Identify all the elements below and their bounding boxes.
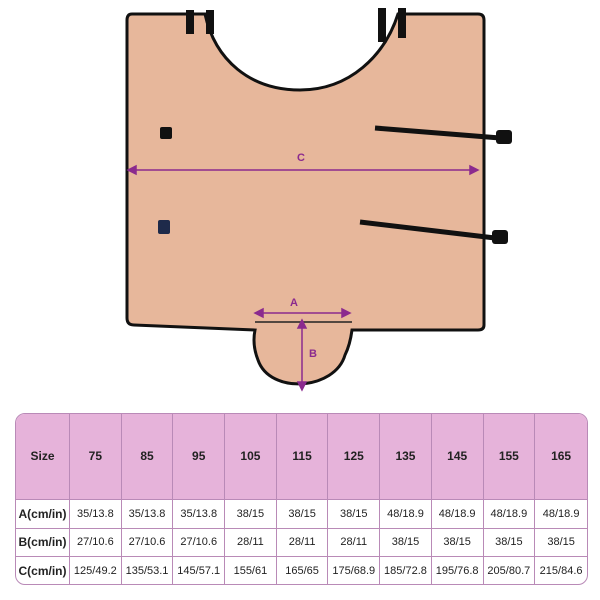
table-cell: 145/57.1 <box>173 557 226 584</box>
table-row: A(cm/in) 35/13.8 35/13.8 35/13.8 38/15 38/15 3… <box>16 499 587 529</box>
header-cell: Size <box>16 414 70 500</box>
table-cell: 38/15 <box>535 529 587 558</box>
table-cell: 35/13.8 <box>173 499 226 529</box>
table-cell: 175/68.9 <box>328 557 381 584</box>
table-cell: 135/53.1 <box>122 557 174 584</box>
table-cell: 28/11 <box>328 528 381 558</box>
row-label: C(cm/in) <box>16 557 70 584</box>
buckle-icon <box>158 8 406 234</box>
table-cell: 28/11 <box>225 528 277 558</box>
table-cell: 195/76.8 <box>432 557 484 584</box>
table-cell: 48/18.9 <box>380 499 432 529</box>
header-cell: 125 <box>328 414 381 500</box>
row-label: B(cm/in) <box>16 528 70 558</box>
header-cell: 135 <box>380 414 432 500</box>
table-cell: 48/18.9 <box>483 499 536 529</box>
rug-body <box>125 12 486 386</box>
header-cell: 95 <box>173 414 226 500</box>
row-label: A(cm/in) <box>16 499 70 529</box>
table-cell: 27/10.6 <box>121 528 174 558</box>
header-cell: 165 <box>535 414 587 500</box>
table-cell: 48/18.9 <box>535 500 587 529</box>
table-cell: 35/13.8 <box>121 499 174 529</box>
table-cell: 38/15 <box>431 528 484 558</box>
table-cell: 38/15 <box>225 499 277 529</box>
table-cell: 38/15 <box>483 528 536 558</box>
table-cell: 155/61 <box>225 557 277 584</box>
strap <box>359 125 501 241</box>
strap-buckle-icon <box>492 130 512 244</box>
table-row: B(cm/in) 27/10.6 27/10.6 27/10.6 28/11 28/11 2… <box>16 528 587 558</box>
table-cell: 48/18.9 <box>431 499 484 529</box>
dimension-label-a: A <box>290 297 298 309</box>
horse-rug-diagram <box>125 8 512 392</box>
table-cell: 38/15 <box>276 499 329 529</box>
table-cell: 38/15 <box>380 528 432 558</box>
dimension-label-b: B <box>309 348 317 360</box>
header-cell: 155 <box>483 414 536 500</box>
table-cell: 165/65 <box>277 557 329 584</box>
table-cell: 27/10.6 <box>70 528 122 558</box>
table-header-row: Size 75 85 95 105 115 125 135 145 155 16… <box>16 414 587 500</box>
header-cell: 145 <box>431 414 484 500</box>
table-cell: 205/80.7 <box>484 557 536 584</box>
table-cell: 38/15 <box>328 499 381 529</box>
table-row: C(cm/in) 125/49.2 135/53.1 145/57.1 155/61 16… <box>16 557 587 584</box>
table-cell: 125/49.2 <box>70 557 122 584</box>
header-cell: 115 <box>276 414 329 500</box>
dimension-arrows <box>126 164 480 392</box>
header-cell: 105 <box>225 414 277 500</box>
table-cell: 28/11 <box>276 528 329 558</box>
header-cell: 75 <box>70 414 122 500</box>
dimension-label-c: C <box>297 152 305 164</box>
header-cell: 85 <box>121 414 174 500</box>
size-chart-table: Size 75 85 95 105 115 125 135 145 155 16… <box>15 413 588 585</box>
table-cell: 215/84.6 <box>539 564 583 577</box>
table-cell: 35/13.8 <box>70 499 122 529</box>
table-cell: 185/72.8 <box>380 557 432 584</box>
table-cell: 27/10.6 <box>173 528 226 558</box>
